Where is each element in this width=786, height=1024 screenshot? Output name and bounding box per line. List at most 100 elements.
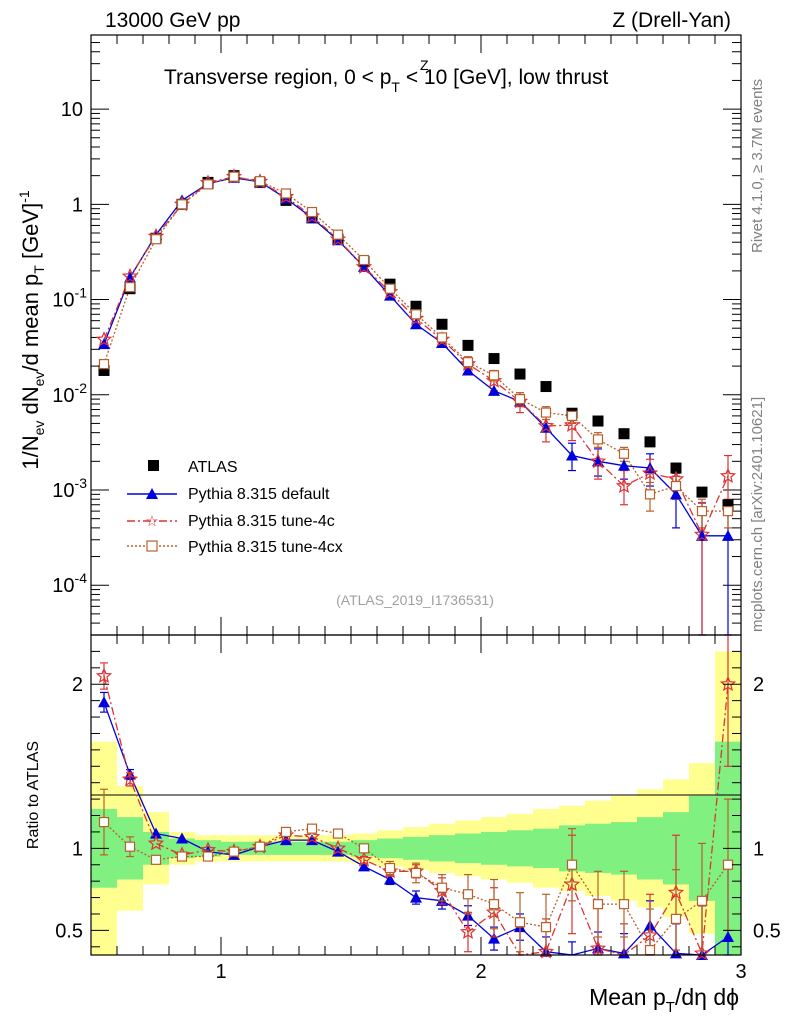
ratio-ytick-label: 0.5 (55, 920, 83, 942)
main-point-tune4cx (358, 254, 370, 266)
main-ytick-mantissa: 1 (72, 194, 83, 216)
ratio-point-tune4c (277, 826, 295, 843)
ratio-point-tune4cx (306, 823, 318, 834)
ratio-point-default (384, 873, 396, 885)
ratio-point-tune4cx (514, 917, 526, 928)
main-point-tune4c (511, 392, 529, 409)
main-ytick-label: 10 (61, 99, 83, 121)
main-point-tune4cx (202, 179, 214, 190)
main-markers-tune4c (95, 168, 737, 542)
ratio-point-tune4c (147, 834, 165, 851)
title-main: Transverse region, 0 < p (164, 66, 391, 89)
main-point-default (462, 364, 474, 376)
main-series (95, 168, 737, 636)
main-point-default (670, 488, 682, 500)
main-point-tune4cx (722, 506, 734, 517)
ratio-point-tune4cx (618, 899, 630, 910)
ratio-point-tune4c (303, 828, 321, 844)
main-point-default (566, 449, 578, 461)
main-point-tune4cx (540, 407, 552, 418)
main-point-default (488, 384, 500, 396)
main-markers-tune4cx (98, 171, 734, 517)
main-ytick-exponent: -2 (75, 380, 88, 396)
ratio-ytick-label-right: 0.5 (753, 920, 781, 942)
ratio-point-tune4c (329, 839, 347, 856)
svg-text:Mean pT/dη dϕ: Mean pT/dη dϕ (589, 984, 739, 1016)
main-point-tune4c (355, 258, 373, 274)
ratio-series-tune4cx (98, 788, 734, 956)
main-series-default (103, 177, 732, 636)
title-sub: T (391, 79, 400, 95)
main-ytick-mantissa: 10 (52, 480, 74, 502)
main-point-tune4cx (124, 282, 136, 293)
main-ytick-mantissa: 10 (52, 290, 74, 312)
ratio-point-tune4c (693, 944, 711, 961)
xlabel: Mean pT/dη dϕ (589, 984, 739, 1016)
main-point-tune4c (303, 207, 321, 224)
main-point-tune4c (641, 464, 659, 481)
main-point-tune4c (693, 526, 711, 542)
header-right: Z (Drell-Yan) (612, 9, 731, 32)
main-point-tune4cx (514, 394, 526, 405)
legend-default-label: Pythia 8.315 default (188, 486, 330, 503)
main-point-tune4cx (436, 332, 448, 343)
ratio-uncertainty-bands (91, 651, 741, 955)
ratio-band-inner (299, 841, 325, 855)
main-point-atlas (98, 364, 110, 376)
ratio-band-inner (507, 830, 533, 867)
ratio-point-tune4cx (124, 841, 136, 852)
main-point-atlas (644, 436, 656, 448)
main-point-tune4cx (488, 370, 500, 381)
main-ytick-label: 10-1 (52, 285, 87, 312)
main-point-tune4cx (462, 357, 474, 368)
main-point-tune4c (589, 452, 607, 469)
ratio-point-tune4cx (644, 944, 656, 956)
ratio-axis-ticks: 0.5 0.5 1 1 2 2 1 2 3 (55, 635, 781, 983)
main-point-tune4cx (306, 206, 318, 218)
main-point-atlas (410, 300, 422, 312)
main-point-default (98, 338, 110, 350)
main-ytick-label: 10-2 (52, 380, 87, 407)
ratio-band-inner (533, 828, 559, 869)
main-point-tune4cx (384, 283, 396, 294)
ratio-point-tune4c (95, 667, 113, 683)
ratio-band-inner (585, 823, 611, 873)
main-ytick-exponent: -3 (75, 475, 88, 491)
main-ytick-label: 10-3 (52, 475, 87, 502)
ratio-point-tune4c (121, 770, 139, 787)
main-point-tune4c (95, 331, 113, 347)
main-point-default (410, 318, 422, 330)
ratio-band-inner (611, 822, 637, 875)
main-point-tune4c (329, 230, 347, 247)
main-ytick-exponent: -4 (75, 570, 88, 586)
ratio-point-tune4cx (722, 859, 734, 870)
ratio-point-tune4cx (592, 899, 604, 910)
main-ytick-mantissa: 10 (52, 385, 74, 407)
main-point-tune4c (485, 372, 503, 388)
svg-text:1/Nev dNev/d mean pT [GeV]-1: 1/Nev dNev/d mean pT [GeV]-1 (16, 190, 47, 470)
ratio-point-tune4cx (98, 816, 110, 828)
legend-tune4cx-marker (146, 540, 158, 552)
ratio-ylabel: Ratio to ATLAS (25, 741, 42, 849)
main-point-tune4cx (410, 309, 422, 320)
main-point-tune4c (615, 477, 633, 493)
main-ytick-mantissa: 10 (61, 99, 83, 121)
ratio-point-tune4c (719, 675, 737, 692)
main-point-default (540, 421, 552, 433)
ratio-point-tune4cx (488, 899, 500, 910)
main-point-atlas (618, 428, 630, 440)
main-point-tune4cx (566, 410, 578, 421)
main-point-tune4cx (332, 229, 344, 240)
ratio-point-tune4cx (358, 843, 370, 854)
ratio-ytick-label-right: 1 (753, 838, 764, 860)
main-point-atlas (696, 486, 708, 498)
main-ylabel: 1/Nev dNev/d mean pT [GeV]-1 (16, 190, 47, 470)
title-sup: Z (420, 57, 429, 73)
title-rest: < 10 [GeV], low thrust (400, 66, 609, 89)
main-point-tune4cx (228, 171, 240, 182)
main-ytick-label: 10-4 (52, 570, 87, 597)
legend-tune4c-marker: ☆ (145, 512, 158, 530)
ratio-point-tune4cx (410, 867, 422, 879)
ratio-point-tune4cx (332, 828, 344, 839)
